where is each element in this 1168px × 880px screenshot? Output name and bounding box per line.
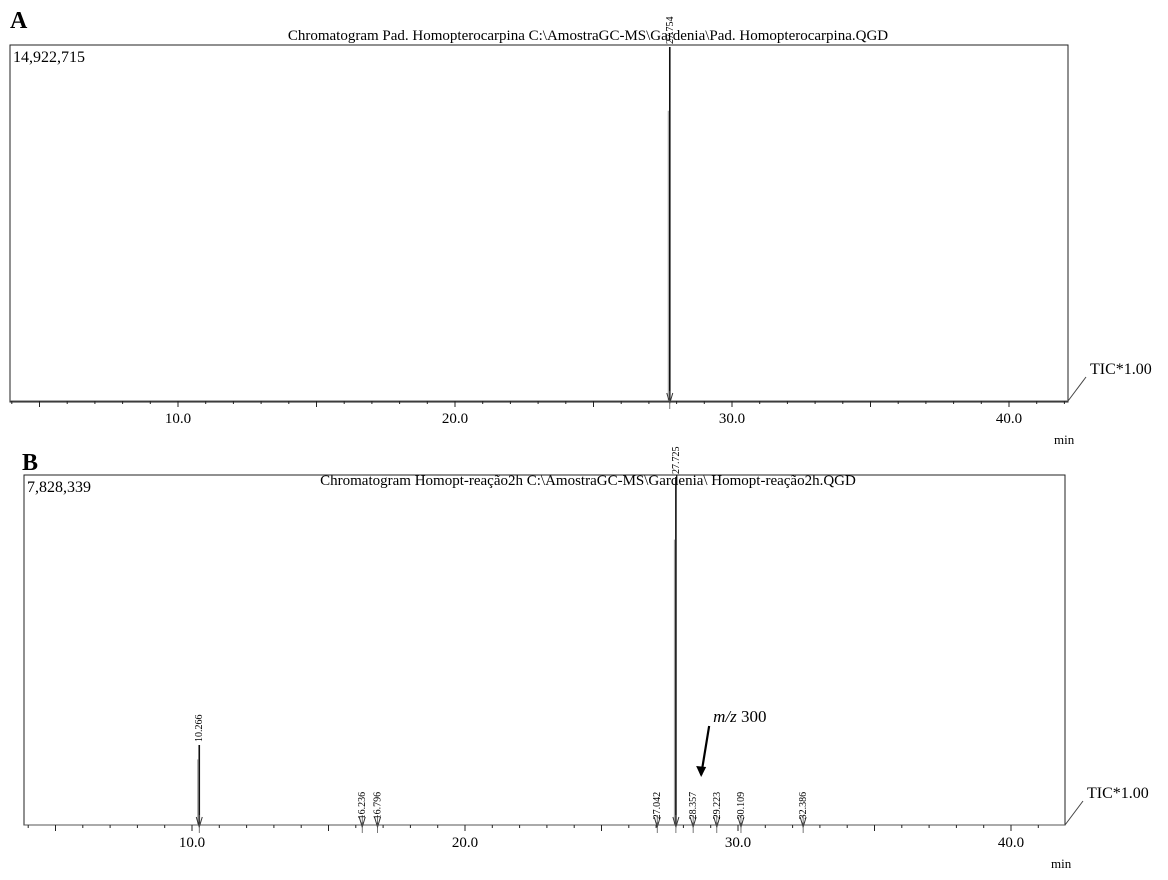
y-max-label: 14,922,715: [13, 49, 85, 66]
peak-rt-label: 27.725: [671, 447, 682, 475]
annotation-label: m/z 300: [713, 707, 766, 726]
chart-title: Chromatogram Pad. Homopterocarpina C:\Am…: [288, 28, 888, 44]
trace-label: TIC*1.00: [1087, 785, 1149, 802]
peak-rt-label: 10.266: [194, 714, 205, 742]
peak-rt-label: 32.386: [798, 792, 809, 820]
peak-rt-label: 27.042: [652, 792, 663, 820]
panel-letter: B: [22, 450, 38, 476]
y-max-label: 7,828,339: [27, 479, 91, 496]
chart-panel-b: B Chromatogram Homopt-reação2h C:\Amostra…: [22, 447, 1149, 872]
plot-frame: [9, 44, 1069, 403]
x-tick-label: 20.0: [442, 411, 468, 427]
x-tick-label: 30.0: [719, 411, 745, 427]
chart-title: Chromatogram Homopt-reação2h C:\AmostraG…: [320, 473, 856, 489]
peak-rt-label: 16.236: [357, 792, 368, 820]
panel-letter: A: [10, 8, 28, 34]
x-tick-label: 10.0: [179, 835, 205, 851]
peak-rt-label: 30.109: [736, 792, 747, 820]
peak-rt-label: 16.796: [373, 792, 384, 820]
peak-rt-label: 27.754: [665, 17, 676, 45]
plot-frame: [23, 474, 1066, 826]
x-tick-label: 30.0: [725, 835, 751, 851]
x-tick-label: 40.0: [998, 835, 1024, 851]
x-tick-label: 40.0: [996, 411, 1022, 427]
annotation-arrowhead: [696, 766, 707, 777]
chart-panel-a: A Chromatogram Pad. Homopterocarpina C:\A…: [9, 8, 1152, 447]
trace-marker-line: [1067, 376, 1087, 402]
trace-marker-line: [1064, 800, 1084, 826]
trace-label: TIC*1.00: [1090, 361, 1152, 378]
x-tick-label: 10.0: [165, 411, 191, 427]
peak-rt-label: 28.357: [688, 792, 699, 820]
x-tick-label: 20.0: [452, 835, 478, 851]
peak-rt-label: 29.223: [712, 792, 723, 820]
x-axis-unit: min: [1051, 856, 1072, 871]
x-axis-unit: min: [1054, 432, 1075, 447]
